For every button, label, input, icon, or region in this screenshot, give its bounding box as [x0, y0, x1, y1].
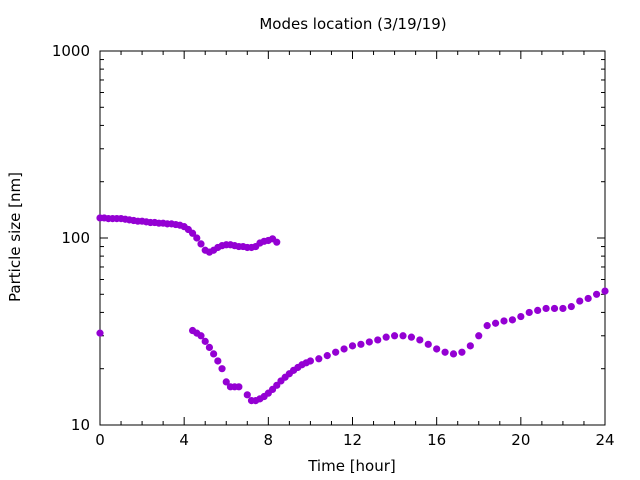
data-point [306, 357, 315, 365]
x-tick-label: 8 [264, 431, 274, 449]
data-point [273, 381, 281, 389]
data-point [500, 317, 508, 325]
data-point [466, 342, 474, 350]
data-point [201, 337, 209, 345]
data-point [374, 336, 382, 344]
data-point [222, 378, 230, 386]
data-point [433, 345, 441, 353]
x-tick-label: 12 [343, 431, 362, 449]
data-point [475, 332, 483, 340]
y-tick-label: 100 [61, 229, 90, 247]
data-point [416, 336, 424, 344]
data-point [323, 352, 331, 360]
data-point [559, 304, 567, 313]
data-point [243, 391, 251, 399]
plot-frame [99, 50, 606, 426]
data-point [567, 302, 575, 311]
data-points [96, 214, 609, 405]
data-point [315, 355, 323, 363]
chart-title: Modes location (3/19/19) [259, 15, 446, 33]
x-tick-label: 16 [427, 431, 446, 449]
data-point [390, 332, 399, 340]
data-point [449, 350, 458, 358]
data-point [188, 229, 197, 237]
data-point [517, 312, 525, 321]
data-point [340, 345, 348, 353]
y-tick-label: 10 [71, 416, 90, 434]
data-point [365, 338, 373, 346]
data-point [235, 383, 243, 391]
data-point [218, 365, 226, 373]
data-point [382, 333, 390, 341]
data-point [525, 308, 533, 317]
data-point [601, 287, 609, 295]
data-point [584, 294, 592, 303]
data-point [96, 329, 104, 337]
x-tick-label: 24 [595, 431, 614, 449]
data-point [458, 348, 466, 356]
data-point [348, 342, 357, 350]
data-point [491, 319, 500, 327]
data-point [550, 304, 559, 313]
data-point [332, 348, 340, 356]
data-point [268, 385, 277, 394]
data-point [483, 322, 491, 330]
data-point [205, 343, 214, 351]
data-point [424, 340, 432, 348]
x-tick-label: 20 [511, 431, 530, 449]
data-point [508, 316, 517, 324]
axis-ticks: 0 4 8 12 16 20 24 10 100 1000 [52, 42, 615, 449]
data-point [576, 297, 584, 305]
data-point [197, 332, 205, 340]
data-point [399, 332, 407, 340]
data-point [441, 348, 449, 356]
x-tick-label: 4 [179, 431, 189, 449]
data-point [193, 234, 201, 242]
x-tick-label: 0 [95, 431, 105, 449]
y-tick-label: 1000 [52, 42, 90, 60]
data-point [273, 238, 281, 246]
data-point [592, 290, 601, 298]
data-point [197, 240, 205, 248]
data-point [534, 306, 542, 315]
x-axis-label: Time [hour] [307, 457, 396, 475]
data-point [214, 357, 222, 365]
data-point [210, 350, 218, 358]
data-point [542, 304, 550, 313]
y-axis-label: Particle size [nm] [6, 172, 24, 302]
data-point [357, 340, 365, 348]
data-point [407, 333, 416, 341]
